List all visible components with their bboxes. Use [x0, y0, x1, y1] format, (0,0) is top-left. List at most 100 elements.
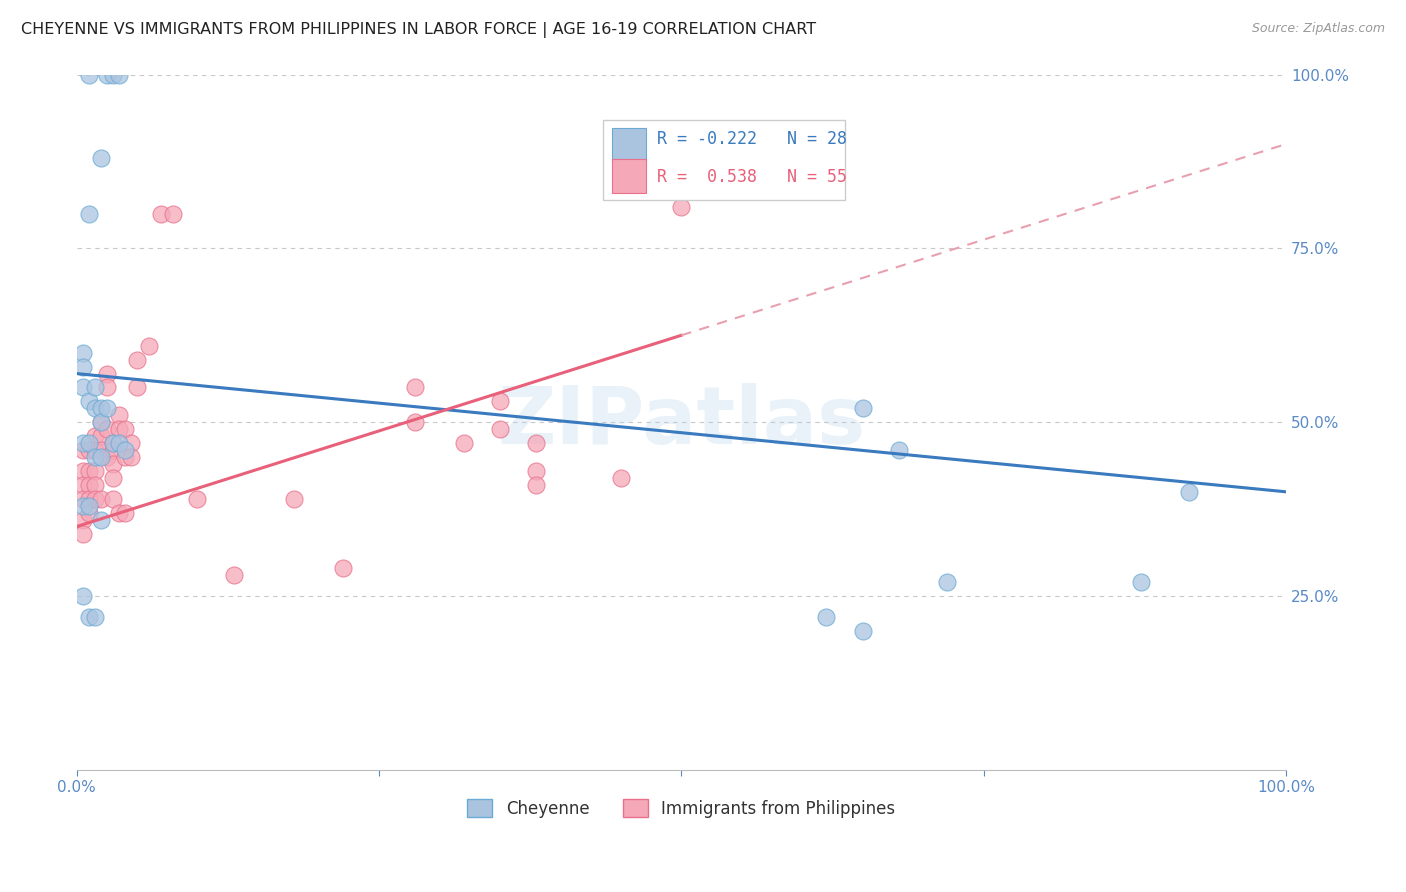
Point: [77, 478, 100, 492]
Point: [96, 401, 118, 416]
Point: [101, 443, 124, 458]
Point: [150, 206, 173, 220]
Point: [72, 359, 94, 374]
Text: R = -0.222   N = 28: R = -0.222 N = 28: [657, 129, 846, 147]
Point: [120, 436, 142, 450]
Point: [83, 401, 105, 416]
Point: [108, 506, 131, 520]
Point: [83, 380, 105, 394]
Point: [283, 491, 305, 506]
Point: [83, 443, 105, 458]
Point: [72, 499, 94, 513]
Point: [83, 491, 105, 506]
Bar: [613, 128, 647, 161]
Point: [610, 471, 633, 485]
Point: [90, 443, 112, 458]
Point: [72, 345, 94, 359]
Point: [936, 575, 959, 590]
Point: [162, 206, 184, 220]
Point: [77, 443, 100, 458]
Point: [186, 491, 208, 506]
Point: [138, 339, 160, 353]
Point: [96, 367, 118, 381]
Point: [83, 478, 105, 492]
Legend: Cheyenne, Immigrants from Philippines: Cheyenne, Immigrants from Philippines: [461, 793, 901, 824]
Point: [83, 429, 105, 443]
Point: [852, 401, 875, 416]
Text: R =  0.538   N = 55: R = 0.538 N = 55: [657, 168, 846, 186]
Text: ZIPatlas: ZIPatlas: [498, 384, 865, 461]
Point: [108, 68, 131, 82]
Point: [72, 491, 94, 506]
Point: [101, 436, 124, 450]
Point: [77, 436, 100, 450]
Point: [524, 478, 547, 492]
Point: [125, 352, 148, 367]
Point: [222, 568, 245, 582]
Point: [101, 491, 124, 506]
Point: [887, 443, 910, 458]
Point: [77, 499, 100, 513]
Point: [404, 415, 426, 429]
Point: [489, 394, 512, 409]
Point: [125, 380, 148, 394]
Point: [72, 380, 94, 394]
Point: [77, 464, 100, 478]
Point: [96, 422, 118, 436]
Point: [83, 610, 105, 624]
Point: [72, 464, 94, 478]
Point: [114, 422, 136, 436]
Point: [72, 478, 94, 492]
Point: [101, 457, 124, 471]
Point: [114, 506, 136, 520]
Point: [90, 151, 112, 165]
Point: [83, 464, 105, 478]
Point: [72, 436, 94, 450]
Point: [77, 394, 100, 409]
Point: [1129, 575, 1152, 590]
Point: [108, 436, 131, 450]
FancyBboxPatch shape: [603, 120, 845, 200]
Point: [120, 450, 142, 464]
Point: [96, 68, 118, 82]
Point: [90, 415, 112, 429]
Point: [114, 443, 136, 458]
Point: [77, 491, 100, 506]
Text: Source: ZipAtlas.com: Source: ZipAtlas.com: [1251, 22, 1385, 36]
Point: [72, 513, 94, 527]
Point: [108, 409, 131, 423]
Point: [90, 415, 112, 429]
Point: [72, 443, 94, 458]
Point: [524, 464, 547, 478]
Point: [77, 506, 100, 520]
Point: [489, 422, 512, 436]
Point: [90, 429, 112, 443]
Point: [96, 450, 118, 464]
Point: [524, 436, 547, 450]
Point: [852, 624, 875, 638]
Point: [815, 610, 838, 624]
Point: [77, 68, 100, 82]
Text: CHEYENNE VS IMMIGRANTS FROM PHILIPPINES IN LABOR FORCE | AGE 16-19 CORRELATION C: CHEYENNE VS IMMIGRANTS FROM PHILIPPINES …: [21, 22, 817, 38]
Point: [96, 380, 118, 394]
Point: [77, 610, 100, 624]
Point: [114, 450, 136, 464]
Point: [108, 422, 131, 436]
Point: [90, 401, 112, 416]
Point: [72, 589, 94, 603]
Point: [404, 380, 426, 394]
Point: [101, 436, 124, 450]
Point: [101, 68, 124, 82]
Point: [101, 471, 124, 485]
Point: [77, 206, 100, 220]
Bar: [613, 160, 647, 193]
Point: [83, 450, 105, 464]
Point: [453, 436, 475, 450]
Point: [90, 450, 112, 464]
Point: [671, 200, 693, 214]
Point: [90, 491, 112, 506]
Point: [90, 513, 112, 527]
Point: [332, 561, 354, 575]
Point: [1178, 484, 1201, 499]
Point: [72, 526, 94, 541]
